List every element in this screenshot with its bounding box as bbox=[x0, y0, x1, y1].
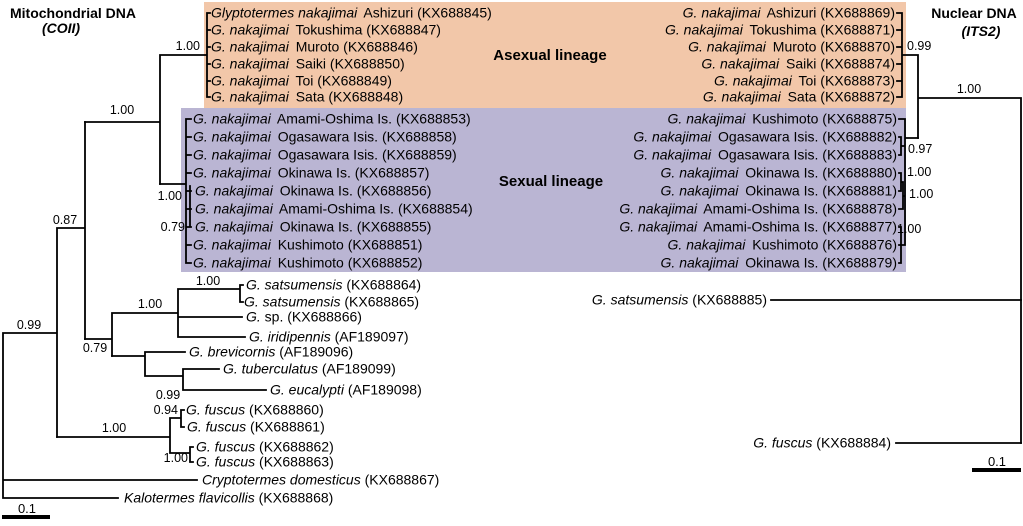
tip-label: G. iridipennis (AF189097) bbox=[249, 329, 409, 345]
support-value: 0.99 bbox=[156, 388, 180, 402]
tip-label: G. nakajimai Ogasawara Isis. (KX688883) bbox=[633, 147, 897, 163]
tip-label: G. nakajimai Sata (KX688872) bbox=[703, 89, 895, 105]
tip-label: Kalotermes flavicollis (KX688868) bbox=[124, 490, 333, 506]
tip-label: G. nakajimai Toi (KX688849) bbox=[211, 73, 392, 89]
tip-label: G. fuscus (KX688862) bbox=[196, 439, 334, 455]
tip-label: G. nakajimai Saiki (KX688874) bbox=[701, 56, 895, 72]
left-scale-bar bbox=[2, 515, 50, 519]
tip-label: G. eucalypti (AF189098) bbox=[270, 382, 422, 398]
support-value: 1.00 bbox=[158, 189, 182, 203]
tip-label: Cryptotermes domesticus (KX688867) bbox=[202, 472, 439, 488]
tip-label: G. nakajimai Ashizuri (KX688869) bbox=[683, 5, 895, 21]
tip-label: G. nakajimai Muroto (KX688846) bbox=[211, 39, 418, 55]
support-value: 1.00 bbox=[897, 222, 921, 236]
tip-label: G. tuberculatus (AF189099) bbox=[223, 361, 396, 377]
tip-label: G. sp. (KX688866) bbox=[246, 309, 362, 325]
support-value: 1.00 bbox=[957, 82, 981, 96]
support-value: 1.00 bbox=[196, 274, 220, 288]
support-value: 0.99 bbox=[17, 318, 41, 332]
sexual-lineage-box bbox=[181, 108, 906, 272]
sexual-lineage-label: Sexual lineage bbox=[499, 173, 603, 190]
tip-label: G. nakajimai Okinawa Is. (KX688881) bbox=[661, 183, 897, 199]
support-value: 1.00 bbox=[909, 187, 933, 201]
support-value: 0.99 bbox=[907, 39, 931, 53]
tip-label: G. nakajimai Ogasawara Isis. (KX688882) bbox=[633, 129, 897, 145]
tip-label: G. nakajimai Amami-Oshima Is. (KX688878) bbox=[619, 201, 897, 217]
support-value: 1.00 bbox=[138, 297, 162, 311]
tip-label: G. nakajimai Sata (KX688848) bbox=[211, 89, 403, 105]
support-value: 1.00 bbox=[110, 103, 134, 117]
tip-label: G. nakajimai Amami-Oshima Is. (KX688853) bbox=[193, 111, 471, 127]
tip-label: G. nakajimai Toi (KX688873) bbox=[714, 73, 895, 89]
tip-label: G. nakajimai Tokushima (KX688871) bbox=[665, 22, 895, 38]
right-scale-label: 0.1 bbox=[988, 454, 1006, 469]
support-value: 0.79 bbox=[161, 220, 185, 234]
tip-label: G. fuscus (KX688863) bbox=[196, 454, 334, 470]
tip-label: G. nakajimai Tokushima (KX688847) bbox=[211, 22, 441, 38]
tip-label: G. nakajimai Kushimoto (KX688852) bbox=[193, 255, 422, 271]
support-value: 0.94 bbox=[154, 403, 178, 417]
asexual-lineage-label: Asexual lineage bbox=[493, 47, 606, 64]
tip-label: G. nakajimai Amami-Oshima Is. (KX688854) bbox=[195, 201, 473, 217]
tip-label: G. nakajimai Okinawa Is. (KX688880) bbox=[661, 165, 897, 181]
left-scale-label: 0.1 bbox=[18, 501, 36, 516]
tip-label: G. nakajimai Okinawa Is. (KX688879) bbox=[661, 255, 897, 271]
tip-label: G. fuscus (KX688861) bbox=[187, 419, 325, 435]
support-value: 1.00 bbox=[164, 451, 188, 465]
right-scale-bar bbox=[972, 468, 1021, 472]
tip-label: G. nakajimai Amami-Oshima Is. (KX688877) bbox=[619, 219, 897, 235]
tip-label: G. satsumensis (KX688864) bbox=[246, 277, 421, 293]
tip-label: G. nakajimai Kushimoto (KX688876) bbox=[668, 237, 897, 253]
right-tree-title: Nuclear DNA bbox=[931, 5, 1017, 21]
asexual-lineage-box bbox=[204, 2, 906, 108]
tip-label: G. nakajimai Okinawa Is. (KX688857) bbox=[193, 165, 429, 181]
tip-label: G. satsumensis (KX688865) bbox=[244, 294, 419, 310]
support-value: 0.87 bbox=[53, 213, 77, 227]
tip-label: G. nakajimai Kushimoto (KX688851) bbox=[193, 237, 422, 253]
tip-label: G. nakajimai Okinawa Is. (KX688856) bbox=[195, 183, 431, 199]
support-value: 1.00 bbox=[907, 165, 931, 179]
tip-label: G. brevicornis (AF189096) bbox=[189, 344, 353, 360]
support-value: 1.00 bbox=[176, 39, 200, 53]
support-value: 0.79 bbox=[83, 341, 107, 355]
left-tree-title: Mitochondrial DNA bbox=[10, 5, 136, 21]
left-tree-subtitle: (COII) bbox=[42, 20, 80, 36]
right-tree-branches bbox=[770, 12, 1022, 444]
tip-label: G. fuscus (KX688860) bbox=[186, 402, 324, 418]
support-value: 1.00 bbox=[102, 421, 126, 435]
left-tree-branches bbox=[2, 12, 267, 499]
tip-label: G. fuscus (KX688884) bbox=[753, 435, 891, 451]
tip-label: G. nakajimai Ogasawara Isis. (KX688858) bbox=[193, 129, 457, 145]
tip-label: G. nakajimai Saiki (KX688850) bbox=[211, 56, 405, 72]
support-value: 0.97 bbox=[908, 142, 932, 156]
tip-label: G. satsumensis (KX688885) bbox=[592, 292, 767, 308]
tip-label: G. nakajimai Ogasawara Isis. (KX688859) bbox=[193, 147, 457, 163]
right-tree-subtitle: (ITS2) bbox=[962, 23, 1001, 39]
tip-label: Glyptotermes nakajimai Ashizuri (KX68884… bbox=[211, 5, 492, 21]
tip-label: G. nakajimai Kushimoto (KX688875) bbox=[668, 111, 897, 127]
tip-label: G. nakajimai Muroto (KX688870) bbox=[688, 39, 895, 55]
tip-label: G. nakajimai Okinawa Is. (KX688855) bbox=[195, 219, 431, 235]
